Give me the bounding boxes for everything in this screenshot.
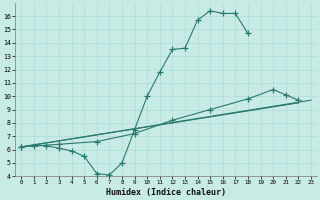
X-axis label: Humidex (Indice chaleur): Humidex (Indice chaleur) [106,188,226,197]
